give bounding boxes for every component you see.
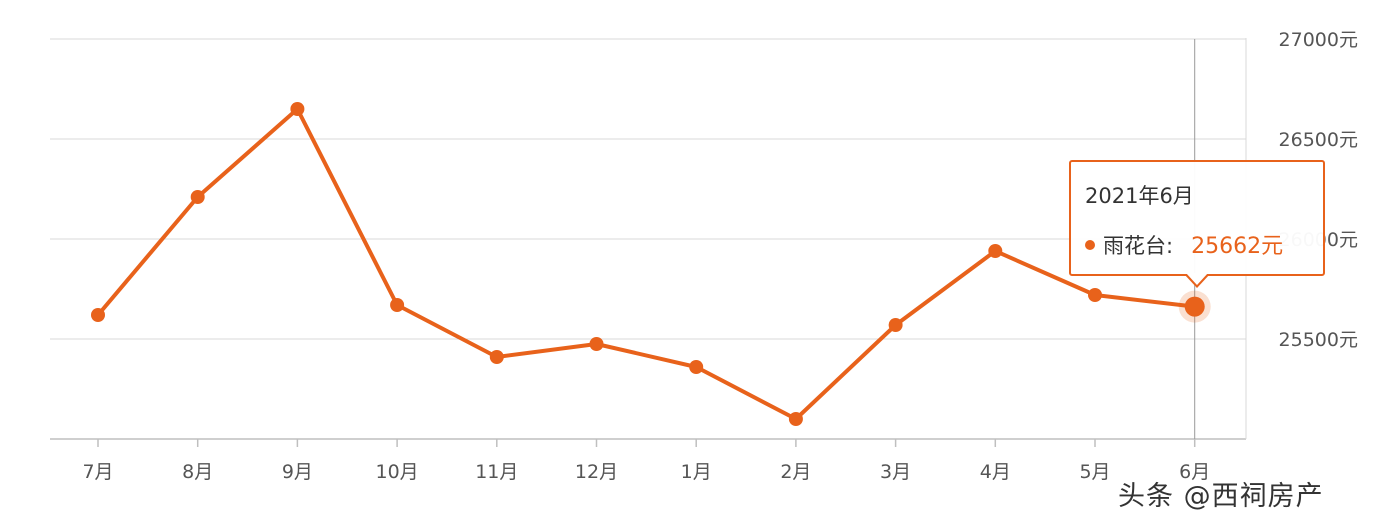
data-point (689, 360, 704, 374)
x-axis-ticks: 7月 8月 9月 10月 11月 12月 1月 2月 3月 4月 5月 6月 (82, 439, 1210, 483)
grid-lines (50, 38, 1247, 440)
data-point (190, 190, 205, 204)
x-tick-label: 3月 (880, 461, 911, 483)
y-tick-label: 26500元 (1279, 129, 1358, 151)
x-tick-label: 11月 (475, 461, 518, 483)
y-tick-label: 25500元 (1279, 329, 1358, 351)
x-tick-label: 6月 (1179, 461, 1210, 483)
x-tick-label: 10月 (376, 461, 419, 483)
data-point (290, 102, 305, 116)
x-tick-label: 1月 (681, 461, 712, 483)
x-tick-label: 7月 (82, 461, 113, 483)
tooltip-title: 2021年6月 (1085, 184, 1194, 208)
data-point (1088, 288, 1102, 302)
data-point-highlighted (1184, 296, 1205, 317)
y-axis-ticks: 27000元26500元26000元25500元 (1279, 29, 1358, 351)
data-point (91, 308, 105, 322)
x-tick-label: 4月 (980, 461, 1011, 483)
data-tooltip: 2021年6月 雨花台: 25662元 (1069, 160, 1325, 276)
data-point (489, 350, 504, 364)
series-line (96, 107, 1197, 421)
x-tick-label: 8月 (182, 461, 213, 483)
x-tick-label: 2月 (780, 461, 811, 483)
series-layer (91, 102, 1211, 426)
tooltip-row: 雨花台: 25662元 (1085, 228, 1283, 260)
data-point (589, 337, 604, 351)
watermark: 头条 @西祠房产 (1118, 481, 1324, 512)
series-dot-icon (1085, 240, 1095, 250)
x-tick-label: 5月 (1079, 461, 1110, 483)
data-point (888, 318, 903, 332)
data-point (988, 244, 1003, 258)
tooltip-value: 25662元 (1191, 234, 1284, 259)
tooltip-pointer-fill (1186, 273, 1208, 285)
x-tick-label: 12月 (575, 461, 618, 483)
tooltip-series-label: 雨花台: (1103, 234, 1174, 258)
x-tick-label: 9月 (282, 461, 313, 483)
data-point (390, 298, 405, 312)
data-point (788, 412, 803, 426)
y-tick-label: 27000元 (1279, 29, 1358, 51)
